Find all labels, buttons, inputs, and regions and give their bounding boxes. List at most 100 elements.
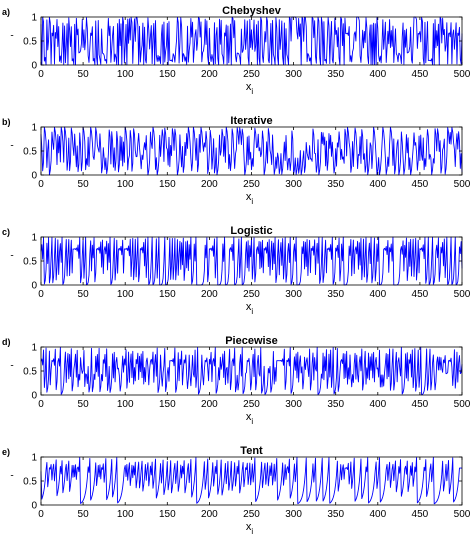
y-tick-label: 0.5 (23, 147, 37, 158)
chart-panel-4: d) Piecewise 0 50 100 150 200 250 300 350 400 450 50… (2, 335, 471, 426)
x-axis-label: xi (246, 521, 254, 536)
x-axis-label-main: x (246, 81, 252, 93)
x-tick-label: 100 (117, 69, 134, 80)
x-tick-label: 500 (454, 289, 471, 300)
y-axis-label: - (10, 361, 13, 372)
x-tick-label: 100 (117, 509, 134, 520)
x-tick-label: 300 (285, 399, 302, 410)
x-axis-label-sub: i (251, 307, 253, 316)
y-axis-label: - (10, 251, 13, 262)
y-tick-label: 1 (31, 343, 37, 354)
x-tick-label: 300 (285, 179, 302, 190)
y-tick-label: 0.5 (23, 477, 37, 488)
x-tick-label: 0 (38, 69, 44, 80)
x-tick-label: 200 (201, 509, 218, 520)
x-tick-label: 150 (159, 289, 176, 300)
chart-title: Chebyshev (222, 5, 282, 17)
y-tick-label: 1 (31, 453, 37, 464)
x-tick-label: 150 (159, 69, 176, 80)
panel-label: e) (2, 447, 10, 457)
x-axis-label-sub: i (251, 197, 253, 206)
panel-label: d) (2, 337, 11, 347)
x-tick-label: 250 (243, 179, 260, 190)
x-axis-label: xi (246, 191, 254, 206)
chart-title: Logistic (230, 225, 272, 237)
x-tick-label: 250 (243, 289, 260, 300)
x-tick-label: 500 (454, 69, 471, 80)
x-tick-label: 50 (78, 289, 90, 300)
series-line (40, 16, 463, 66)
x-tick-label: 350 (327, 289, 344, 300)
x-tick-label: 0 (38, 509, 44, 520)
x-tick-label: 200 (201, 69, 218, 80)
x-tick-label: 500 (454, 509, 471, 520)
y-tick-label: 0.5 (23, 37, 37, 48)
x-axis-label-main: x (246, 191, 252, 203)
x-tick-label: 200 (201, 289, 218, 300)
x-tick-label: 300 (285, 69, 302, 80)
y-tick-label: 0 (31, 501, 37, 512)
x-axis-label-sub: i (251, 527, 253, 536)
x-tick-label: 200 (201, 399, 218, 410)
x-tick-label: 350 (327, 509, 344, 520)
x-tick-label: 200 (201, 179, 218, 190)
x-tick-label: 100 (117, 399, 134, 410)
x-axis-label: xi (246, 301, 254, 316)
y-tick-label: 1 (31, 123, 37, 134)
x-tick-label: 450 (412, 69, 429, 80)
y-axis-label: - (10, 141, 13, 152)
plot-frame (40, 346, 463, 396)
y-tick-label: 0 (31, 281, 37, 292)
chart-panel-5: e) Tent 0 50 100 150 200 250 300 350 400 450 500 0 0.5… (2, 445, 471, 536)
x-tick-label: 250 (243, 509, 260, 520)
x-tick-label: 500 (454, 399, 471, 410)
x-tick-label: 450 (412, 399, 429, 410)
x-axis-label: xi (246, 81, 254, 96)
x-tick-label: 400 (369, 69, 386, 80)
x-tick-label: 500 (454, 179, 471, 190)
x-tick-label: 400 (369, 509, 386, 520)
y-tick-label: 1 (31, 13, 37, 24)
chart-panel-1: a) Chebyshev 0 50 100 150 200 250 300 350 400 450 50… (2, 5, 471, 96)
x-tick-label: 0 (38, 179, 44, 190)
x-tick-label: 250 (243, 399, 260, 410)
x-tick-label: 350 (327, 179, 344, 190)
chart-panel-2: b) Iterative 0 50 100 150 200 250 300 350 400 450 50… (2, 115, 471, 206)
x-tick-label: 450 (412, 509, 429, 520)
x-axis-label-sub: i (251, 417, 253, 426)
y-axis-label: - (10, 471, 13, 482)
x-axis-label: xi (246, 411, 254, 426)
x-tick-label: 0 (38, 399, 44, 410)
x-tick-label: 100 (117, 289, 134, 300)
x-tick-label: 50 (78, 399, 90, 410)
series-line (40, 346, 463, 396)
series-line (40, 126, 463, 176)
x-tick-label: 150 (159, 179, 176, 190)
x-axis-label-main: x (246, 521, 252, 533)
y-tick-label: 0.5 (23, 367, 37, 378)
y-tick-label: 0 (31, 391, 37, 402)
x-tick-label: 150 (159, 399, 176, 410)
panel-label: c) (2, 227, 10, 237)
x-tick-label: 50 (78, 69, 90, 80)
x-tick-label: 100 (117, 179, 134, 190)
x-axis-label-main: x (246, 301, 252, 313)
x-tick-label: 0 (38, 289, 44, 300)
x-tick-label: 450 (412, 179, 429, 190)
series-line (40, 456, 463, 505)
x-axis-label-sub: i (251, 87, 253, 96)
chart-panel-3: c) Logistic 0 50 100 150 200 250 300 350 400 450 500… (2, 225, 471, 316)
chart-title: Tent (240, 445, 263, 457)
x-tick-label: 350 (327, 69, 344, 80)
y-axis-label: - (10, 31, 13, 42)
x-tick-label: 350 (327, 399, 344, 410)
x-tick-label: 50 (78, 179, 90, 190)
chart-title: Piecewise (225, 335, 278, 347)
x-tick-label: 50 (78, 509, 90, 520)
x-axis-label-main: x (246, 411, 252, 423)
panel-label: a) (2, 7, 10, 17)
y-tick-label: 0 (31, 171, 37, 182)
x-tick-label: 400 (369, 399, 386, 410)
series-line (40, 236, 463, 286)
